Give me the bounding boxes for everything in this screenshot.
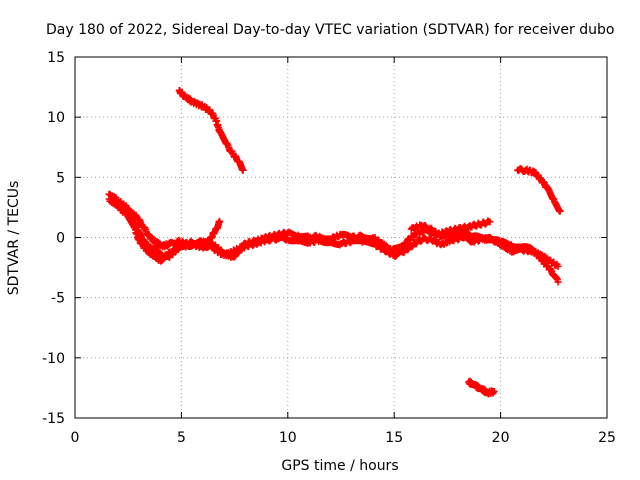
x-tick-label: 10 (279, 430, 297, 446)
data-point (490, 388, 498, 396)
y-tick-label: 10 (47, 110, 65, 126)
data-point (408, 243, 416, 251)
series-track-6 (514, 165, 564, 215)
x-axis-label: GPS time / hours (281, 458, 398, 474)
y-axis-label: SDTVAR / TECUs (6, 181, 22, 296)
y-tick-label: -5 (51, 291, 65, 307)
data-point (556, 207, 564, 215)
series-track-5 (175, 86, 247, 174)
data-point (554, 262, 562, 270)
series-track-1 (105, 190, 494, 261)
y-tick-label: 0 (56, 231, 65, 247)
plot-points (105, 86, 564, 398)
series-track-7 (465, 377, 498, 398)
data-point (374, 241, 382, 249)
data-point (239, 166, 247, 174)
data-point (216, 218, 224, 226)
tick-labels: 0 5 10 15 20 25 -15 -10 -5 0 5 10 15 (42, 50, 616, 446)
x-tick-label: 5 (177, 430, 186, 446)
y-tick-label: 5 (56, 170, 65, 186)
y-tick-label: -15 (42, 411, 65, 427)
x-tick-label: 20 (492, 430, 510, 446)
x-tick-label: 25 (598, 430, 616, 446)
data-point (404, 246, 412, 254)
data-point (370, 239, 378, 247)
data-point (554, 278, 562, 286)
axis-ticks (74, 56, 608, 419)
series-track-3 (118, 202, 224, 252)
grid-lines (75, 57, 607, 418)
chart-title: Day 180 of 2022, Sidereal Day-to-day VTE… (46, 22, 614, 38)
data-point (486, 218, 494, 226)
y-tick-label: -10 (42, 351, 65, 367)
y-tick-label: 15 (47, 50, 65, 66)
series-track-4 (407, 221, 562, 270)
x-tick-label: 15 (385, 430, 403, 446)
x-tick-label: 0 (71, 430, 80, 446)
